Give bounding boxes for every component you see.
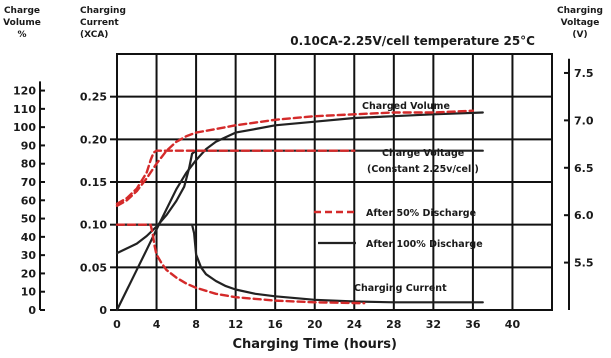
- voltage-tick-label: 6.0: [574, 209, 594, 222]
- voltage-axis-title: Charging: [557, 6, 603, 16]
- voltage-tick-label: 5.5: [574, 257, 594, 270]
- volume-axis-title: Charge: [4, 6, 40, 16]
- grid-lines: [116, 53, 553, 311]
- volume-axis-title: %: [17, 30, 26, 40]
- current-tick-label: 0.20: [80, 133, 107, 146]
- annotation-charged-volume: Charged Volume: [362, 101, 450, 112]
- x-tick-label: 40: [505, 318, 521, 331]
- annotation-constant-voltage: (Constant 2.25v/cell): [367, 164, 479, 175]
- voltage-axis-title: (V): [572, 30, 587, 40]
- x-tick-label: 4: [153, 318, 161, 331]
- current-axis-title: Current: [80, 18, 119, 28]
- volume-tick-label: 70: [21, 176, 37, 189]
- current-tick-label: 0.10: [80, 219, 107, 232]
- current-tick-label: 0: [99, 304, 107, 317]
- x-tick-label: 8: [192, 318, 200, 331]
- volume-tick-label: 40: [21, 231, 37, 244]
- charged-volume-50pct-line: [115, 109, 475, 208]
- voltage-tick-label: 6.5: [574, 162, 594, 175]
- x-tick-label: 0: [113, 318, 121, 331]
- volume-tick-label: 20: [21, 267, 37, 280]
- current-axis-title: Charging: [80, 6, 126, 16]
- legend-label-50pct: After 50% Discharge: [366, 208, 476, 219]
- charging-current-50pct-line: [115, 223, 366, 305]
- x-tick-label: 32: [426, 318, 441, 331]
- volume-tick-label: 120: [13, 85, 36, 98]
- labels: 0 4 8 12 16 20 24 28 32 36 40 0 10 20 30 40 50 60 70 80 90 10…: [3, 6, 603, 352]
- axes: [39, 58, 570, 311]
- series-lines: [115, 109, 484, 312]
- current-axis-title: (XCA): [80, 30, 108, 40]
- voltage-tick-label: 7.5: [574, 67, 594, 80]
- voltage-tick-label: 7.0: [574, 114, 594, 127]
- x-tick-label: 12: [228, 318, 243, 331]
- voltage-axis-title: Voltage: [561, 18, 600, 28]
- legend-label-100pct: After 100% Discharge: [366, 239, 483, 250]
- volume-tick-label: 10: [21, 286, 37, 299]
- x-tick-label: 24: [347, 318, 363, 331]
- volume-tick-label: 110: [13, 103, 36, 116]
- annotation-charging-current: Charging Current: [354, 283, 447, 294]
- volume-tick-label: 50: [21, 213, 37, 226]
- volume-axis-title: Volume: [3, 18, 41, 28]
- volume-tick-label: 100: [13, 121, 36, 134]
- current-tick-label: 0.25: [80, 91, 107, 104]
- volume-tick-label: 90: [21, 139, 37, 152]
- volume-tick-label: 30: [21, 249, 37, 262]
- x-tick-label: 28: [386, 318, 401, 331]
- volume-tick-label: 80: [21, 158, 37, 171]
- x-tick-label: 20: [307, 318, 323, 331]
- charged-volume-100pct-line: [115, 111, 484, 312]
- volume-tick-label: 0: [28, 304, 36, 317]
- charge-voltage-50pct-line: [115, 149, 356, 206]
- charging-current-100pct-line: [115, 223, 484, 304]
- current-tick-label: 0.15: [80, 176, 107, 189]
- annotation-charge-voltage: Charge Voltage: [382, 148, 464, 159]
- x-tick-label: 16: [268, 318, 284, 331]
- volume-tick-label: 60: [21, 194, 37, 207]
- x-tick-label: 36: [465, 318, 481, 331]
- current-tick-label: 0.05: [80, 261, 107, 274]
- x-axis-title: Charging Time (hours): [232, 337, 397, 352]
- chart-title: 0.10CA-2.25V/cell temperature 25°C: [290, 34, 535, 48]
